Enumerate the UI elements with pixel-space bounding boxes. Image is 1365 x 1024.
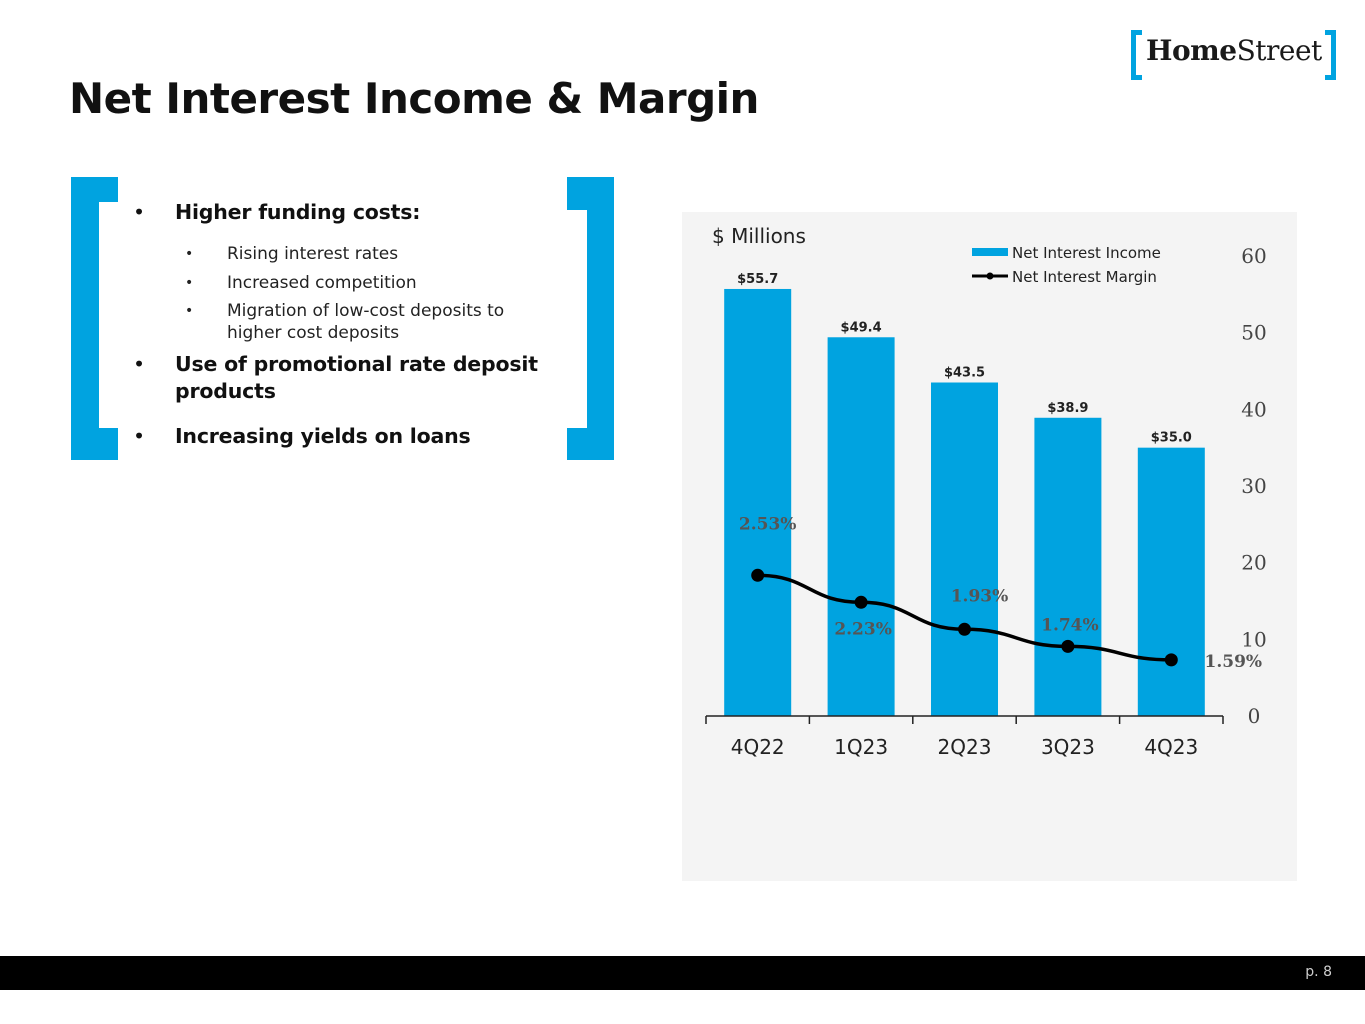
sub-bullet-text: Increased competition	[227, 273, 417, 293]
bullet-text: Use of promotional rate deposit products	[175, 352, 538, 403]
bar-2q23	[931, 382, 998, 716]
bullet-item: • Higher funding costs:	[133, 199, 555, 226]
bar-value-label: $49.4	[841, 320, 882, 335]
bullet-dot: •	[133, 352, 145, 376]
page-title: Net Interest Income & Margin	[69, 74, 759, 123]
y-tick-label: 40	[1241, 397, 1266, 421]
nim-value-label: 1.93%	[951, 586, 1009, 606]
bar-value-label: $38.9	[1047, 401, 1088, 416]
x-tick-label: 4Q23	[1144, 735, 1198, 759]
bullet-item: • Increasing yields on loans	[133, 423, 555, 450]
nim-value-label: 1.59%	[1205, 652, 1263, 672]
left-bracket-top	[71, 177, 118, 202]
left-bracket-bottom	[71, 428, 118, 460]
nim-point-4q22	[751, 568, 765, 582]
x-tick-label: 2Q23	[938, 735, 992, 759]
right-bracket-vertical	[587, 177, 614, 460]
x-tick-label: 4Q22	[731, 735, 785, 759]
net-interest-chart: $ Millions $55.7 $49.4 $43.5 $38.9 $35.0 0 10…	[705, 224, 1267, 759]
nim-value-label: 2.53%	[739, 514, 797, 534]
sub-bullet-item: • Migration of low-cost deposits to high…	[185, 300, 547, 344]
nim-point-4q23	[1164, 653, 1178, 667]
bullet-dot: •	[133, 200, 145, 224]
bullet-dot: •	[185, 275, 194, 291]
nim-point-2q23	[958, 622, 971, 636]
bar-value-label: $43.5	[944, 366, 985, 381]
sub-bullet-item: • Increased competition	[185, 272, 547, 294]
bar-3q23	[1034, 417, 1102, 716]
logo-right-bracket	[1325, 30, 1336, 80]
sub-bullet-text: Rising interest rates	[227, 244, 399, 264]
nim-point-3q23	[1061, 639, 1075, 653]
legend-label-net-interest-income: Net Interest Income	[1012, 244, 1161, 262]
bar-1q23	[827, 337, 895, 716]
y-tick-label: 30	[1241, 474, 1266, 498]
bar-4q22	[724, 288, 792, 716]
legend-swatch-bar	[972, 248, 1008, 256]
bullet-text: Higher funding costs:	[175, 200, 421, 224]
bullet-text: Increasing yields on loans	[175, 424, 471, 448]
sub-bullet-text: Migration of low-cost deposits to higher…	[227, 301, 505, 343]
y-tick-label: 0	[1248, 704, 1261, 728]
page-number: p. 8	[1305, 964, 1332, 980]
right-bracket-top	[567, 177, 614, 210]
footer-bar: p. 8	[0, 956, 1365, 990]
nim-value-label: 1.74%	[1041, 615, 1099, 635]
legend-label-net-interest-margin: Net Interest Margin	[1012, 268, 1157, 286]
y-tick-label: 20	[1241, 551, 1266, 575]
logo-left-bracket	[1131, 30, 1142, 80]
logo-text: HomeStreet	[1146, 34, 1322, 67]
bullet-dot: •	[185, 246, 194, 262]
right-bracket-bottom	[567, 428, 614, 460]
y-tick-label: 10	[1241, 627, 1266, 651]
bar-value-label: $55.7	[737, 272, 778, 287]
bullet-dot: •	[185, 303, 194, 319]
homestreet-logo: HomeStreet	[1131, 30, 1336, 80]
y-tick-label: 60	[1241, 244, 1266, 268]
bar-value-label: $35.0	[1151, 431, 1192, 446]
nim-value-label: 2.23%	[834, 619, 892, 639]
left-bracket-vertical	[71, 177, 99, 460]
bullet-dot: •	[133, 424, 145, 448]
bar-4q23	[1137, 447, 1205, 716]
x-tick-label: 3Q23	[1041, 735, 1095, 759]
y-axis-label: $ Millions	[712, 224, 806, 248]
y-tick-label: 50	[1241, 321, 1266, 345]
chart-panel: $ Millions $55.7 $49.4 $43.5 $38.9 $35.0 0 10…	[682, 212, 1297, 881]
x-tick-label: 1Q23	[834, 735, 888, 759]
bullet-item: • Use of promotional rate deposit produc…	[133, 351, 555, 405]
legend-swatch-marker	[986, 272, 994, 280]
sub-bullet-item: • Rising interest rates	[185, 243, 547, 265]
nim-point-1q23	[854, 595, 868, 609]
